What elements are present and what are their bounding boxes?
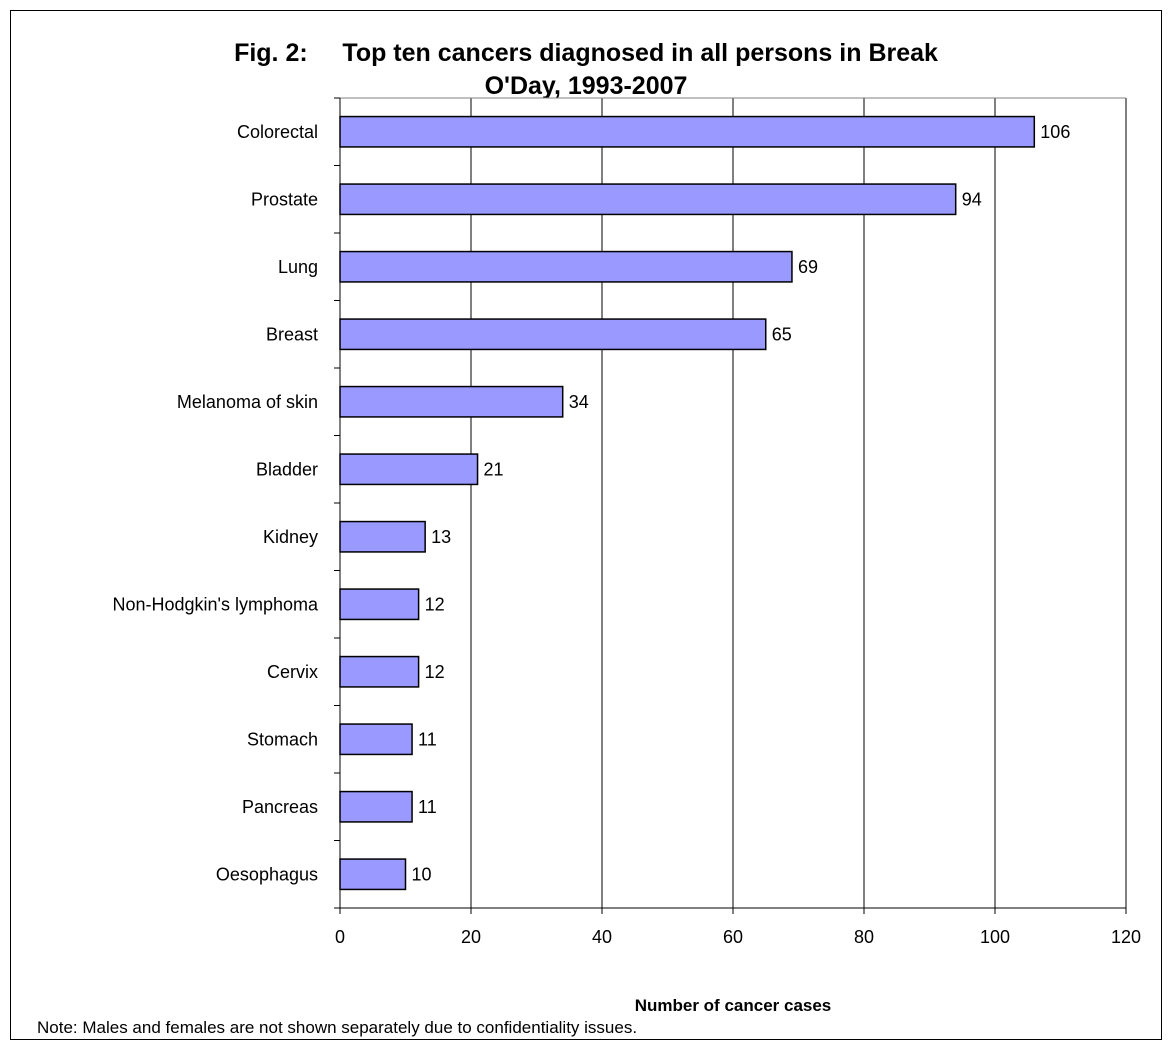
category-label: Bladder — [256, 459, 318, 479]
bar — [339, 183, 957, 216]
x-tick-label: 100 — [980, 927, 1010, 947]
bar — [339, 588, 420, 621]
bar — [339, 655, 420, 688]
category-label: Non-Hodgkin's lymphoma — [112, 594, 319, 614]
category-label: Prostate — [251, 189, 318, 209]
bar — [339, 115, 1036, 148]
category-label: Oesophagus — [216, 864, 318, 884]
category-label: Breast — [266, 324, 318, 344]
bar — [339, 723, 413, 756]
x-tick-label: 120 — [1111, 927, 1141, 947]
data-label: 12 — [425, 594, 445, 614]
bar — [339, 520, 426, 553]
data-label: 11 — [418, 797, 437, 817]
bar — [339, 318, 767, 351]
data-label: 10 — [412, 864, 432, 884]
category-label: Pancreas — [242, 797, 318, 817]
bar — [339, 790, 413, 823]
category-label: Melanoma of skin — [177, 392, 318, 412]
data-label: 12 — [425, 662, 445, 682]
x-tick-label: 0 — [335, 927, 345, 947]
bar — [339, 858, 407, 891]
bar — [339, 453, 479, 486]
x-tick-label: 40 — [592, 927, 612, 947]
x-tick-label: 60 — [723, 927, 743, 947]
data-label: 69 — [798, 257, 818, 277]
category-label: Kidney — [263, 527, 318, 547]
category-label: Cervix — [267, 662, 318, 682]
category-label: Stomach — [247, 729, 318, 749]
chart-title-line-2: O'Day, 1993-2007 — [484, 72, 688, 100]
data-label: 13 — [431, 527, 451, 547]
data-label: 11 — [418, 729, 437, 749]
data-label: 94 — [962, 189, 982, 209]
category-label: Colorectal — [237, 122, 318, 142]
category-label: Lung — [278, 257, 318, 277]
chart-note: Note: Males and females are not shown se… — [37, 1018, 638, 1037]
data-label: 65 — [772, 324, 792, 344]
x-tick-label: 80 — [854, 927, 874, 947]
x-axis-title: Number of cancer cases — [634, 996, 832, 1015]
chart-title-line-1: Fig. 2: Top ten cancers diagnosed in all… — [234, 39, 938, 67]
data-label: 21 — [484, 459, 504, 479]
data-label: 34 — [569, 392, 589, 412]
data-label: 106 — [1040, 122, 1070, 142]
bar — [339, 250, 793, 283]
bar — [339, 385, 564, 418]
x-tick-label: 20 — [461, 927, 481, 947]
